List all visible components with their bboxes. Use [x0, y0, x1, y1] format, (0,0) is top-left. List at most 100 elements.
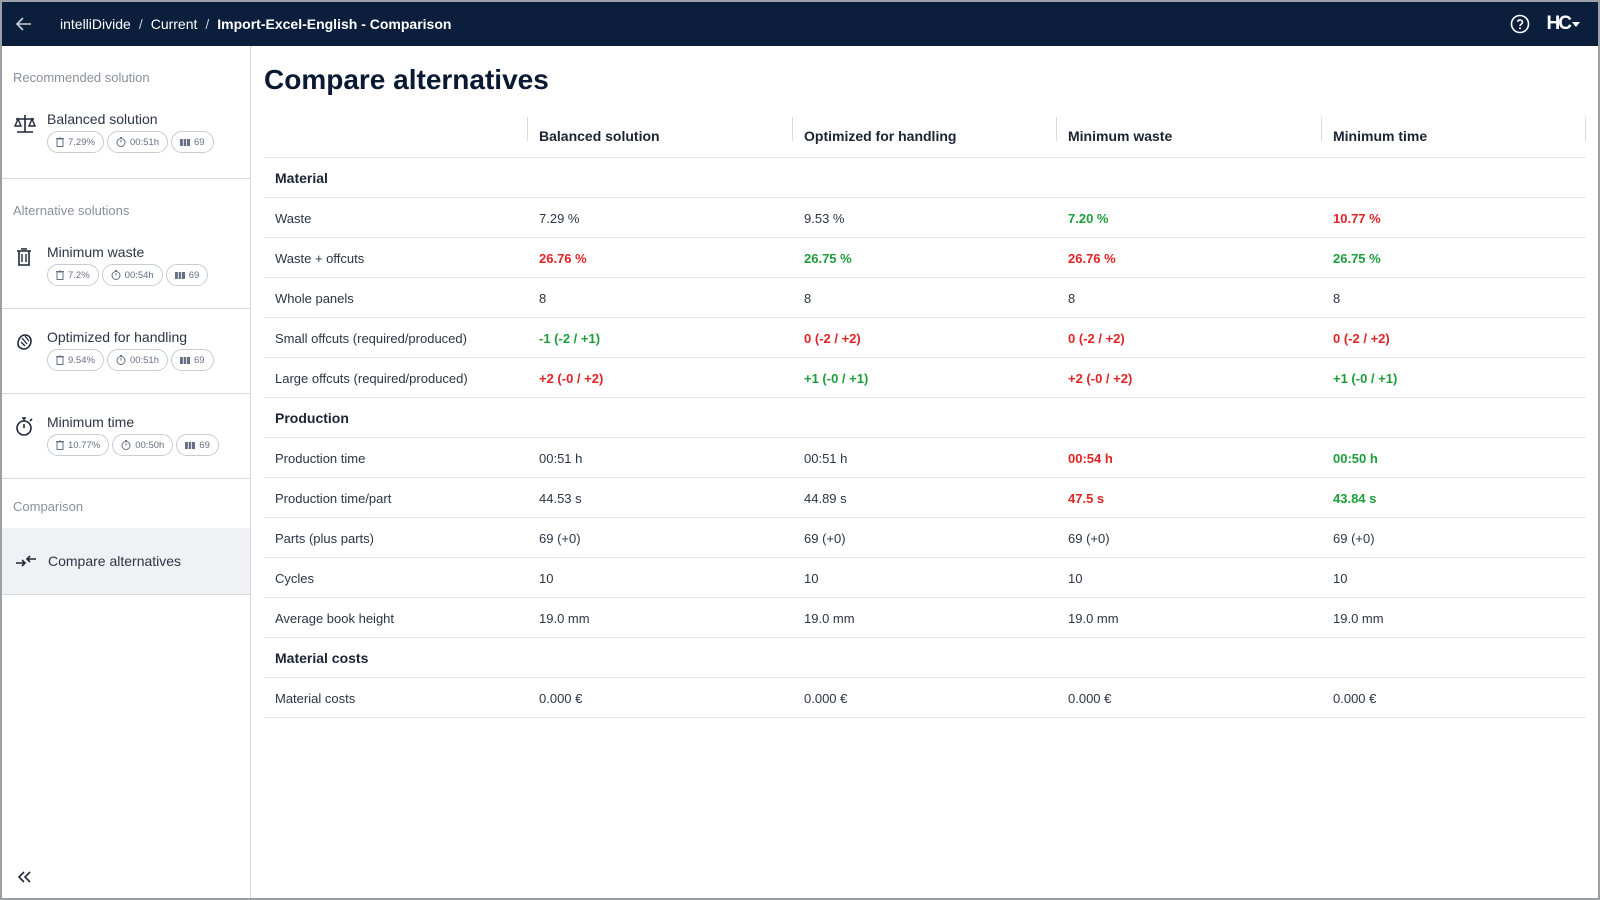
parts-chip: 69 — [176, 434, 219, 456]
cell-value: 10 — [1068, 570, 1083, 586]
parts-chip: 69 — [165, 264, 209, 286]
row-label: Average book height — [275, 610, 395, 626]
sidebar-item-minimum-waste[interactable]: Minimum waste 7.2% 00:54h 69 — [2, 218, 250, 309]
collapse-sidebar-icon[interactable] — [15, 868, 33, 886]
cell-value: 19.0 mm — [804, 610, 855, 626]
compare-arrows-icon — [16, 555, 36, 567]
alternatives-section: Alternative solutions Minimum waste 7.2%… — [2, 179, 250, 479]
caret-down-icon — [1572, 21, 1580, 27]
parts-value: 69 — [194, 354, 205, 366]
section-title: Alternative solutions — [13, 203, 130, 218]
solution-name: Optimized for handling — [47, 329, 188, 345]
cell-value: 0.000 € — [1068, 690, 1112, 706]
sidebar-item-minimum-time[interactable]: Minimum time 10.77% 00:50h 69 — [2, 394, 250, 478]
cell-value: 0 (-2 / +2) — [1068, 330, 1125, 346]
stopwatch-icon — [16, 417, 33, 436]
row-label: Waste — [275, 210, 312, 226]
column-divider — [1056, 117, 1057, 141]
cell-value: 26.76 % — [1068, 250, 1116, 266]
cell-value: +1 (-0 / +1) — [1333, 370, 1398, 386]
cell-value: 10 — [539, 570, 554, 586]
stopwatch-icon — [111, 270, 121, 280]
parts-icon — [180, 138, 190, 146]
table-header: Balanced solution Optimized for handling… — [264, 114, 1586, 158]
cell-value: 47.5 s — [1068, 490, 1105, 506]
row-label: Production time/part — [275, 490, 392, 506]
breadcrumb-intellidivide[interactable]: intelliDivide — [60, 16, 131, 32]
waste-chip: 9.54% — [47, 349, 104, 371]
time-chip: 00:51h — [106, 131, 168, 153]
waste-bin-icon — [56, 270, 64, 280]
account-menu-button[interactable]: HC — [1547, 13, 1580, 35]
parts-icon — [180, 356, 190, 364]
table-row: Whole panels 8 8 8 8 — [264, 278, 1586, 318]
row-label: Material costs — [275, 690, 356, 706]
sidebar-item-optimized-for-handling[interactable]: Optimized for handling 9.54% 00:51h 69 — [2, 309, 250, 394]
cell-value: +2 (-0 / +2) — [1068, 370, 1133, 386]
hand-icon — [17, 334, 32, 350]
cell-value: 19.0 mm — [539, 610, 590, 626]
column-header-min-waste: Minimum waste — [1068, 128, 1173, 144]
sidebar: Recommended solution Balanced solution 7… — [2, 46, 251, 898]
waste-value: 7.29% — [68, 136, 95, 148]
breadcrumb-job: Import-Excel-English - Comparison — [217, 16, 452, 32]
cell-value: 8 — [1333, 290, 1341, 306]
breadcrumb-separator: / — [138, 16, 143, 32]
parts-value: 69 — [188, 269, 200, 281]
cell-value: +1 (-0 / +1) — [804, 370, 869, 386]
solution-name: Minimum waste — [47, 244, 145, 260]
cell-value: 69 (+0) — [804, 530, 846, 546]
sidebar-item-balanced-solution[interactable]: Balanced solution 7.29% 00:51h 69 — [2, 85, 250, 167]
solution-name: Balanced solution — [47, 111, 158, 127]
waste-chip: 7.29% — [47, 131, 104, 153]
waste-chip: 10.77% — [47, 434, 110, 456]
breadcrumb: intelliDivide / Current / Import-Excel-E… — [60, 16, 451, 32]
cell-value: 26.76 % — [539, 250, 587, 266]
cell-value: 9.53 % — [804, 210, 845, 226]
row-label: Small offcuts (required/produced) — [275, 330, 467, 346]
cell-value: 0.000 € — [1333, 690, 1377, 706]
breadcrumb-current[interactable]: Current — [150, 16, 198, 32]
waste-value: 10.77% — [68, 439, 101, 451]
group-header-row: Material costs — [264, 638, 1586, 678]
stopwatch-icon — [116, 355, 126, 365]
cell-value: 0.000 € — [539, 690, 583, 706]
waste-bin-icon — [56, 440, 64, 450]
cell-value: 8 — [804, 290, 812, 306]
table-row: Parts (plus parts) 69 (+0) 69 (+0) 69 (+0) 6… — [264, 518, 1586, 558]
table-row: Material costs 0.000 € 0.000 € 0.000 € 0.000… — [264, 678, 1586, 718]
waste-bin-icon — [56, 355, 64, 365]
top-bar: intelliDivide / Current / Import-Excel-E… — [2, 2, 1598, 46]
back-button[interactable] — [2, 2, 46, 46]
cell-value: -1 (-2 / +1) — [539, 330, 601, 346]
group-label: Production — [275, 410, 349, 426]
cell-value: 0 (-2 / +2) — [804, 330, 861, 346]
time-chip: 00:50h — [112, 434, 174, 456]
stopwatch-icon — [116, 137, 126, 147]
table-row: Production time 00:51 h 00:51 h 00:54 h 00:5… — [264, 438, 1586, 478]
column-divider — [1585, 117, 1586, 141]
cell-value: 10 — [804, 570, 819, 586]
cell-value: 00:50 h — [1333, 450, 1378, 466]
sidebar-item-compare-alternatives[interactable]: Compare alternatives — [2, 528, 250, 594]
waste-value: 7.2% — [68, 269, 90, 281]
comparison-section: Comparison Compare alternatives — [2, 479, 250, 595]
solution-name: Compare alternatives — [48, 553, 182, 569]
time-value: 00:51h — [129, 136, 159, 148]
cell-value: 69 (+0) — [539, 530, 581, 546]
parts-chip: 69 — [171, 131, 214, 153]
time-value: 00:50h — [135, 439, 165, 451]
row-label: Large offcuts (required/produced) — [275, 370, 468, 386]
column-header-handling: Optimized for handling — [804, 128, 957, 144]
section-title: Recommended solution — [13, 70, 150, 85]
help-icon[interactable] — [1509, 13, 1531, 35]
row-label: Production time — [275, 450, 366, 466]
column-header-balanced: Balanced solution — [539, 128, 660, 144]
breadcrumb-separator: / — [205, 16, 210, 32]
table-row: Production time/part 44.53 s 44.89 s 47.5 s… — [264, 478, 1586, 518]
table-row: Waste 7.29 % 9.53 % 7.20 % 10.77 % — [264, 198, 1586, 238]
page-title: Compare alternatives — [264, 64, 549, 95]
main-content: Compare alternatives Balanced solution O… — [252, 46, 1598, 898]
cell-value: 00:51 h — [804, 450, 848, 466]
table-row: Cycles 10 10 10 10 — [264, 558, 1586, 598]
